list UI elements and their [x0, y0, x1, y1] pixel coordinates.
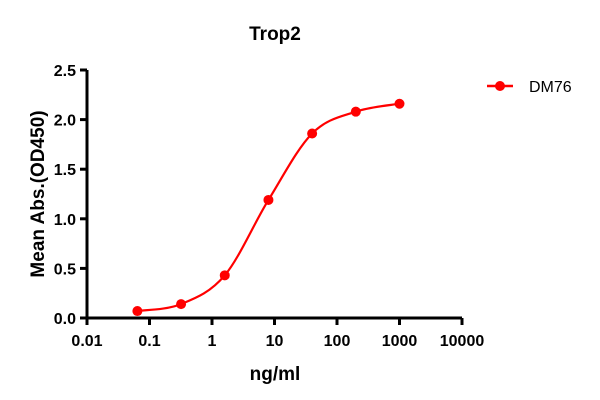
- y-tick-label: 2.5: [54, 63, 76, 80]
- x-tick-label: 10: [266, 333, 284, 350]
- data-point: [394, 98, 405, 109]
- x-tick-label: 1: [208, 333, 217, 350]
- series-dm76: [132, 98, 405, 317]
- data-point: [350, 106, 361, 117]
- x-tick-label: 1000: [382, 333, 418, 350]
- chart-title: Trop2: [249, 24, 301, 45]
- x-tick-label: 10000: [440, 333, 485, 350]
- data-point: [219, 270, 230, 281]
- data-point: [176, 299, 187, 310]
- y-tick-label: 1.0: [54, 212, 76, 229]
- legend-marker: [495, 81, 505, 91]
- data-point: [132, 306, 143, 317]
- y-tick-label: 0.0: [54, 311, 76, 328]
- x-axis-label: ng/ml: [250, 364, 301, 385]
- y-tick-label: 0.5: [54, 261, 76, 278]
- x-tick-label: 0.01: [71, 333, 102, 350]
- y-tick-label: 2.0: [54, 113, 76, 130]
- axes: 0.0 0.5 1.0 1.5 2.0 2.5 0.01 0.1 1 10 100 1000 10000: [54, 63, 485, 350]
- legend: DM76: [487, 79, 572, 96]
- x-tick-label: 100: [324, 333, 351, 350]
- y-axis-label: Mean Abs.(OD450): [28, 110, 49, 277]
- data-point: [307, 128, 318, 139]
- x-tick-label: 0.1: [138, 333, 160, 350]
- legend-label: DM76: [529, 79, 572, 96]
- data-point: [263, 194, 274, 205]
- fit-curve: [137, 102, 400, 313]
- y-tick-label: 1.5: [54, 162, 76, 179]
